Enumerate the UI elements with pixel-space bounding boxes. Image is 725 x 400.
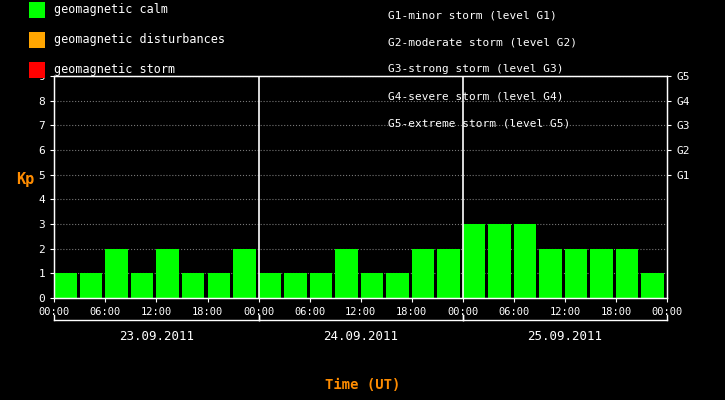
Bar (590, 249, 613, 298)
Bar (157, 249, 179, 298)
Text: G1-minor storm (level G1): G1-minor storm (level G1) (388, 10, 557, 20)
Text: geomagnetic disturbances: geomagnetic disturbances (54, 34, 225, 46)
Bar (80, 273, 102, 298)
Text: G3-strong storm (level G3): G3-strong storm (level G3) (388, 64, 563, 74)
Text: Time (UT): Time (UT) (325, 378, 400, 392)
Bar (105, 249, 128, 298)
Bar (207, 273, 230, 298)
Bar (131, 273, 154, 298)
Bar (463, 224, 485, 298)
Bar (259, 273, 281, 298)
Bar (437, 249, 460, 298)
Text: G4-severe storm (level G4): G4-severe storm (level G4) (388, 92, 563, 102)
Bar (489, 224, 511, 298)
Bar (412, 249, 434, 298)
Bar (360, 273, 383, 298)
Bar (514, 224, 536, 298)
Text: geomagnetic calm: geomagnetic calm (54, 4, 167, 16)
Bar (54, 273, 77, 298)
Text: 24.09.2011: 24.09.2011 (323, 330, 398, 343)
Bar (284, 273, 307, 298)
Text: G2-moderate storm (level G2): G2-moderate storm (level G2) (388, 37, 577, 47)
Bar (565, 249, 587, 298)
Bar (642, 273, 664, 298)
Bar (335, 249, 357, 298)
Bar (386, 273, 409, 298)
Text: geomagnetic storm: geomagnetic storm (54, 64, 175, 76)
Text: G5-extreme storm (level G5): G5-extreme storm (level G5) (388, 119, 570, 129)
Bar (310, 273, 332, 298)
Y-axis label: Kp: Kp (16, 172, 34, 187)
Text: 25.09.2011: 25.09.2011 (527, 330, 602, 343)
Bar (616, 249, 639, 298)
Bar (182, 273, 204, 298)
Bar (233, 249, 255, 298)
Text: 23.09.2011: 23.09.2011 (119, 330, 194, 343)
Bar (539, 249, 562, 298)
